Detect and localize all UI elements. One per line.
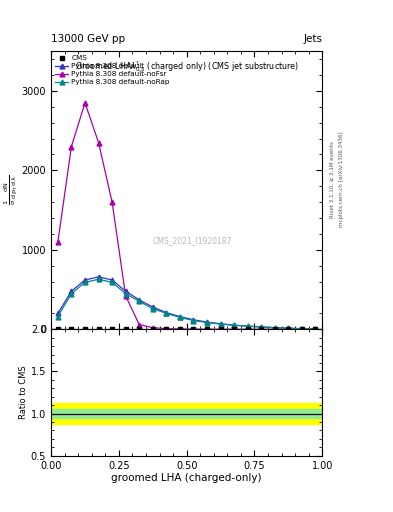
Pythia 8.308 default-noRap xyxy=(164,310,169,316)
Pythia 8.308 default-noRap xyxy=(205,319,209,326)
Pythia 8.308 default-noFsr xyxy=(286,326,291,332)
Pythia 8.308 default-noRap xyxy=(232,322,237,328)
Pythia 8.308 default-noFsr xyxy=(232,326,237,332)
Line: Pythia 8.308 default-noRap: Pythia 8.308 default-noRap xyxy=(55,277,318,331)
CMS xyxy=(96,326,101,332)
Pythia 8.308 default-noFsr xyxy=(245,326,250,332)
Pythia 8.308 default xyxy=(191,317,196,323)
Pythia 8.308 default xyxy=(123,288,128,294)
CMS xyxy=(313,326,318,332)
Text: mcplots.cern.ch [arXiv:1306.3436]: mcplots.cern.ch [arXiv:1306.3436] xyxy=(339,132,344,227)
Pythia 8.308 default-noFsr xyxy=(69,143,74,150)
Pythia 8.308 default xyxy=(232,322,237,328)
Pythia 8.308 default xyxy=(205,319,209,325)
Line: CMS: CMS xyxy=(56,327,318,331)
Pythia 8.308 default-noRap xyxy=(83,280,87,286)
Pythia 8.308 default-noRap xyxy=(96,276,101,282)
Y-axis label: $\mathrm{\frac{1}{\sigma}\,\frac{dN}{d\,p_T\,d\,\lambda}}$: $\mathrm{\frac{1}{\sigma}\,\frac{dN}{d\,… xyxy=(3,175,20,205)
Line: Pythia 8.308 default-noFsr: Pythia 8.308 default-noFsr xyxy=(55,100,318,332)
Pythia 8.308 default xyxy=(137,297,141,303)
Text: Groomed LHA$\lambda^{1}_{0.5}$ (charged only) (CMS jet substructure): Groomed LHA$\lambda^{1}_{0.5}$ (charged … xyxy=(75,59,299,74)
CMS xyxy=(259,326,264,332)
Pythia 8.308 default xyxy=(96,274,101,280)
CMS xyxy=(272,326,277,332)
Pythia 8.308 default-noRap xyxy=(272,325,277,331)
Pythia 8.308 default xyxy=(178,313,182,319)
Pythia 8.308 default-noFsr xyxy=(313,326,318,332)
X-axis label: groomed LHA (charged-only): groomed LHA (charged-only) xyxy=(112,473,262,483)
Pythia 8.308 default-noFsr xyxy=(123,293,128,299)
CMS xyxy=(205,326,209,332)
Pythia 8.308 default xyxy=(313,326,318,332)
Pythia 8.308 default-noRap xyxy=(313,326,318,332)
CMS xyxy=(218,326,223,332)
Pythia 8.308 default-noFsr xyxy=(205,326,209,332)
Pythia 8.308 default xyxy=(55,310,60,316)
CMS xyxy=(69,326,74,332)
Pythia 8.308 default xyxy=(286,325,291,331)
CMS xyxy=(232,326,237,332)
Text: CMS_2021_I1920187: CMS_2021_I1920187 xyxy=(152,236,232,245)
CMS xyxy=(299,326,304,332)
Pythia 8.308 default-noRap xyxy=(137,298,141,305)
Pythia 8.308 default-noRap xyxy=(178,314,182,321)
Pythia 8.308 default xyxy=(245,323,250,329)
CMS xyxy=(123,326,128,332)
Text: 13000 GeV pp: 13000 GeV pp xyxy=(51,33,125,44)
Pythia 8.308 default-noFsr xyxy=(83,100,87,106)
Pythia 8.308 default-noFsr xyxy=(55,239,60,245)
Pythia 8.308 default-noFsr xyxy=(259,326,264,332)
Pythia 8.308 default-noFsr xyxy=(178,326,182,332)
Pythia 8.308 default-noFsr xyxy=(96,139,101,145)
CMS xyxy=(164,326,169,332)
CMS xyxy=(83,326,87,332)
Pythia 8.308 default-noFsr xyxy=(164,326,169,332)
Pythia 8.308 default-noRap xyxy=(151,306,155,312)
Pythia 8.308 default-noFsr xyxy=(218,326,223,332)
Pythia 8.308 default xyxy=(299,326,304,332)
Line: Pythia 8.308 default: Pythia 8.308 default xyxy=(55,274,318,331)
Pythia 8.308 default-noRap xyxy=(286,325,291,331)
Pythia 8.308 default xyxy=(259,324,264,330)
CMS xyxy=(191,326,196,332)
Pythia 8.308 default-noFsr xyxy=(299,326,304,332)
CMS xyxy=(245,326,250,332)
Pythia 8.308 default-noRap xyxy=(299,326,304,332)
Pythia 8.308 default-noRap xyxy=(259,324,264,330)
Pythia 8.308 default-noRap xyxy=(245,323,250,329)
Pythia 8.308 default-noRap xyxy=(69,290,74,296)
CMS xyxy=(151,326,155,332)
Pythia 8.308 default xyxy=(83,277,87,283)
CMS xyxy=(110,326,114,332)
Legend: CMS, Pythia 8.308 default, Pythia 8.308 default-noFsr, Pythia 8.308 default-noRa: CMS, Pythia 8.308 default, Pythia 8.308 … xyxy=(54,54,171,87)
CMS xyxy=(55,326,60,332)
Y-axis label: Ratio to CMS: Ratio to CMS xyxy=(19,366,28,419)
CMS xyxy=(178,326,182,332)
Pythia 8.308 default-noRap xyxy=(218,321,223,327)
Pythia 8.308 default-noRap xyxy=(191,317,196,324)
Pythia 8.308 default xyxy=(110,277,114,283)
Pythia 8.308 default-noRap xyxy=(123,290,128,296)
Pythia 8.308 default xyxy=(218,321,223,327)
Pythia 8.308 default-noFsr xyxy=(110,199,114,205)
Pythia 8.308 default-noRap xyxy=(110,280,114,286)
Pythia 8.308 default-noFsr xyxy=(137,322,141,328)
Pythia 8.308 default-noFsr xyxy=(151,325,155,331)
Text: Rivet 3.1.10, ≥ 3.1M events: Rivet 3.1.10, ≥ 3.1M events xyxy=(329,141,334,218)
CMS xyxy=(137,326,141,332)
CMS xyxy=(286,326,291,332)
Pythia 8.308 default xyxy=(164,310,169,316)
Pythia 8.308 default xyxy=(272,325,277,331)
Pythia 8.308 default-noRap xyxy=(55,313,60,319)
Text: Jets: Jets xyxy=(303,33,322,44)
Pythia 8.308 default-noFsr xyxy=(191,326,196,332)
Pythia 8.308 default xyxy=(69,288,74,294)
Pythia 8.308 default xyxy=(151,304,155,310)
Pythia 8.308 default-noFsr xyxy=(272,326,277,332)
